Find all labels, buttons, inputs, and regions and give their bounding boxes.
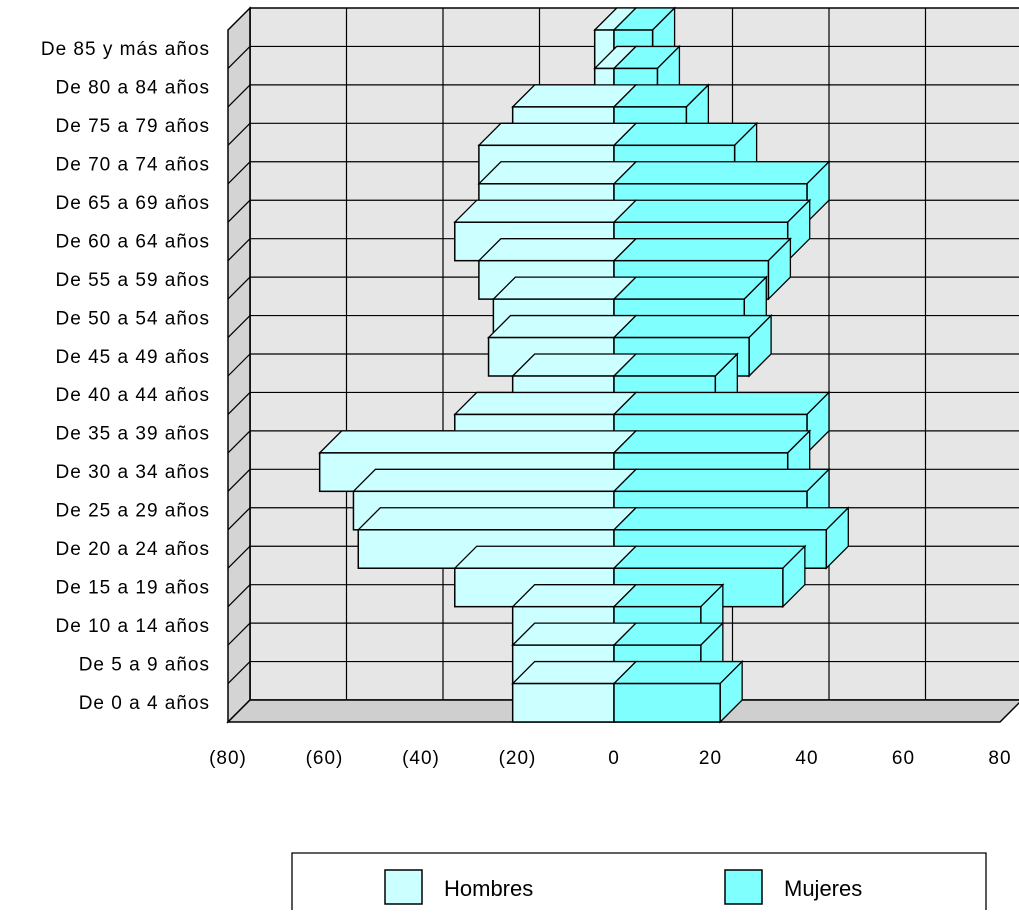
bar-hombres bbox=[511, 660, 638, 723]
side-gridline bbox=[227, 46, 251, 69]
x-tick-label: (40) bbox=[402, 748, 440, 769]
category-label: De 40 a 44 años bbox=[56, 385, 210, 406]
bar-mujeres-top bbox=[612, 314, 773, 339]
side-gridline bbox=[227, 545, 251, 569]
legend: Hombres Mujeres bbox=[291, 852, 987, 910]
legend-swatch bbox=[724, 869, 763, 905]
category-labels: De 85 y más años De 80 a 84 años De 75 a 7… bbox=[41, 39, 210, 714]
category-label: De 85 y más años bbox=[41, 39, 210, 60]
category-label: De 30 a 34 años bbox=[56, 462, 210, 483]
side-gridline bbox=[227, 661, 251, 684]
bar-mujeres-top bbox=[612, 468, 831, 492]
bar-mujeres bbox=[612, 659, 744, 724]
bar-mujeres-top bbox=[612, 199, 812, 223]
side-gridline bbox=[227, 122, 251, 146]
side-gridline bbox=[227, 161, 251, 185]
legend-swatch bbox=[384, 869, 423, 905]
x-tick-label: 80 bbox=[988, 748, 1011, 769]
bar-hombres-top bbox=[351, 468, 638, 492]
side-gridline bbox=[227, 238, 251, 262]
bar-mujeres-top bbox=[612, 391, 831, 416]
side-gridline bbox=[227, 507, 251, 531]
bar-hombres-top bbox=[491, 276, 638, 300]
bar-mujeres-top bbox=[612, 507, 850, 531]
x-tick-label: 0 bbox=[608, 748, 620, 769]
bar-mujeres-top bbox=[612, 430, 812, 454]
side-gridline bbox=[227, 199, 251, 223]
bar-mujeres-top bbox=[612, 161, 831, 185]
category-label: De 50 a 54 años bbox=[56, 308, 210, 329]
category-label: De 80 a 84 años bbox=[56, 78, 210, 99]
side-gridline bbox=[227, 315, 251, 338]
side-gridline bbox=[227, 430, 251, 454]
bar-mujeres-top bbox=[612, 545, 807, 569]
bar-hombres-top bbox=[453, 545, 638, 569]
legend-label: Mujeres bbox=[784, 876, 862, 901]
side-gridline bbox=[227, 468, 251, 492]
category-label: De 45 a 49 años bbox=[56, 347, 210, 368]
bars bbox=[318, 6, 850, 724]
bar-hombres-top bbox=[477, 238, 638, 262]
bar-hombres-top bbox=[477, 122, 638, 146]
category-label: De 65 a 69 años bbox=[56, 193, 210, 214]
category-label: De 25 a 29 años bbox=[56, 501, 210, 522]
x-tick-label: (20) bbox=[499, 748, 537, 769]
x-tick-label: 20 bbox=[699, 748, 722, 769]
x-axis-tick-labels: (80) (60) (40) (20) 0 20 40 60 80 bbox=[209, 748, 1011, 769]
category-label: De 55 a 59 años bbox=[56, 270, 210, 291]
bar-hombres-top bbox=[453, 199, 638, 223]
bar-hombres-top bbox=[356, 507, 638, 531]
bar-mujeres-front bbox=[613, 682, 721, 723]
bar-mujeres-top bbox=[612, 276, 768, 300]
category-label: De 35 a 39 años bbox=[56, 424, 210, 445]
category-label: De 15 a 19 años bbox=[56, 577, 210, 598]
bar-hombres-top bbox=[486, 314, 638, 339]
category-label: De 75 a 79 años bbox=[56, 116, 210, 137]
category-label: De 60 a 64 años bbox=[56, 231, 210, 252]
bar-hombres-top bbox=[477, 161, 638, 185]
side-gridline bbox=[227, 84, 251, 108]
bar-hombres-top bbox=[318, 430, 638, 454]
legend-frame bbox=[291, 852, 987, 910]
x-tick-label: 40 bbox=[795, 748, 818, 769]
bar-mujeres-top bbox=[612, 238, 792, 262]
category-label: De 20 a 24 años bbox=[56, 539, 210, 560]
x-tick-label: (80) bbox=[209, 748, 247, 769]
side-gridline bbox=[227, 584, 251, 608]
side-gridline bbox=[227, 353, 251, 377]
category-label: De 10 a 14 años bbox=[56, 616, 210, 637]
side-gridline bbox=[227, 276, 251, 300]
x-tick-label: 60 bbox=[892, 748, 915, 769]
bar-hombres-top bbox=[453, 391, 638, 416]
category-label: De 0 a 4 años bbox=[79, 693, 210, 714]
category-label: De 70 a 74 años bbox=[56, 155, 210, 176]
side-gridline bbox=[227, 622, 251, 646]
legend-label: Hombres bbox=[444, 876, 533, 901]
side-gridline bbox=[227, 392, 251, 415]
bar-hombres-front bbox=[511, 682, 615, 723]
bar-mujeres-top bbox=[612, 122, 759, 146]
x-tick-label: (60) bbox=[306, 748, 344, 769]
category-label: De 5 a 9 años bbox=[79, 654, 210, 675]
bar-hombres bbox=[453, 545, 638, 608]
